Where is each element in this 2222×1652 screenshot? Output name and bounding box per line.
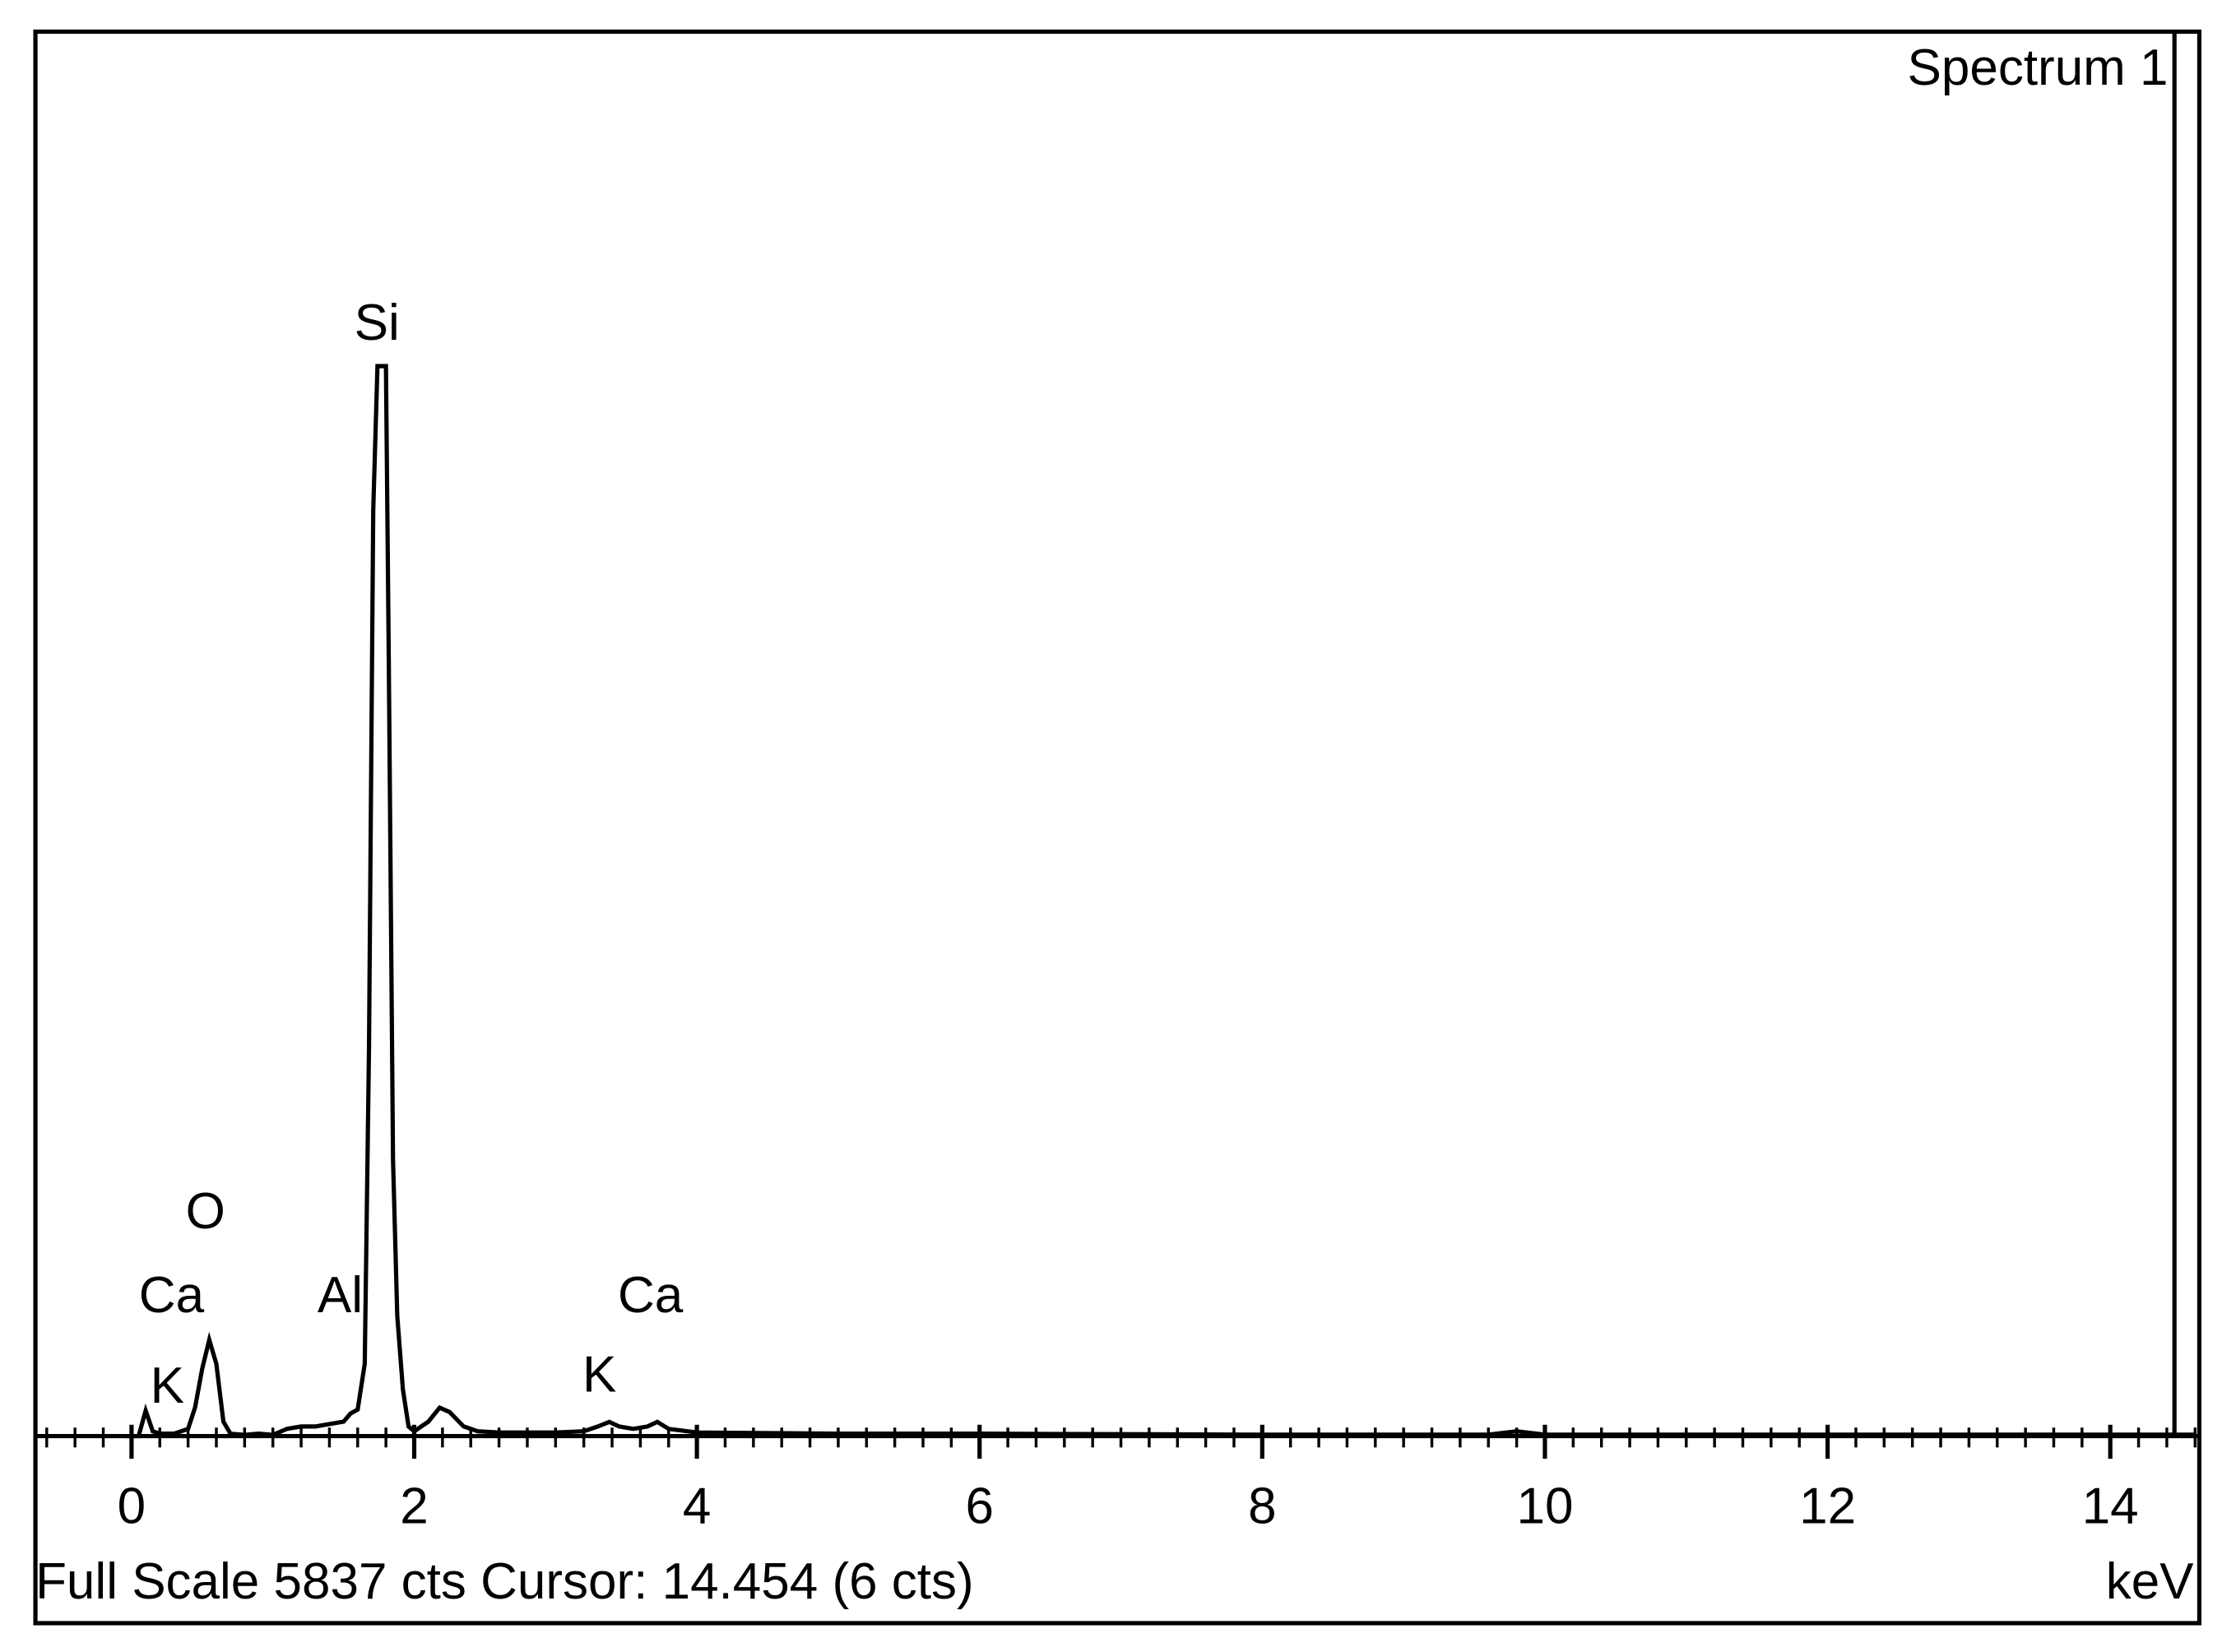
peak-label: Ca: [618, 1267, 684, 1324]
peak-label: Ca: [139, 1267, 205, 1324]
x-tick-label: 2: [400, 1478, 428, 1535]
peak-label: Al: [318, 1267, 363, 1324]
x-unit: keV: [2106, 1553, 2194, 1610]
spectrum-line: [124, 364, 2196, 1439]
x-tick-label: 14: [2082, 1478, 2139, 1535]
footer: Full Scale 5837 cts Cursor: 14.454 (6 ct…: [35, 1553, 974, 1610]
peak-label: O: [186, 1183, 225, 1240]
x-tick-label: 4: [683, 1478, 711, 1535]
x-tick-label: 6: [965, 1478, 993, 1535]
x-tick-label: 8: [1248, 1478, 1276, 1535]
x-tick-label: 12: [1799, 1478, 1856, 1535]
frame: [33, 29, 2202, 1626]
x-tick-label: 10: [1516, 1478, 1573, 1535]
peak-label: K: [151, 1357, 184, 1414]
spectrum-label: Spectrum 1: [1908, 39, 2169, 96]
peak-label: K: [582, 1346, 616, 1403]
peak-label: Si: [355, 295, 400, 351]
x-tick-label: 0: [118, 1478, 146, 1535]
